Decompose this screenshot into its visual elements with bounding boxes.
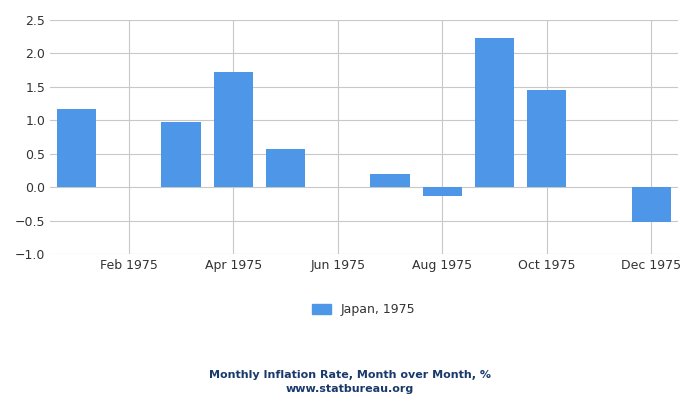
Bar bbox=[370, 174, 410, 188]
Bar bbox=[214, 72, 253, 188]
Bar bbox=[632, 188, 671, 222]
Bar bbox=[423, 188, 462, 196]
Bar bbox=[475, 38, 514, 188]
Text: www.statbureau.org: www.statbureau.org bbox=[286, 384, 414, 394]
Bar bbox=[527, 90, 566, 188]
Bar bbox=[57, 109, 96, 188]
Bar bbox=[162, 122, 201, 188]
Text: Monthly Inflation Rate, Month over Month, %: Monthly Inflation Rate, Month over Month… bbox=[209, 370, 491, 380]
Bar bbox=[266, 149, 305, 188]
Legend: Japan, 1975: Japan, 1975 bbox=[307, 298, 421, 321]
